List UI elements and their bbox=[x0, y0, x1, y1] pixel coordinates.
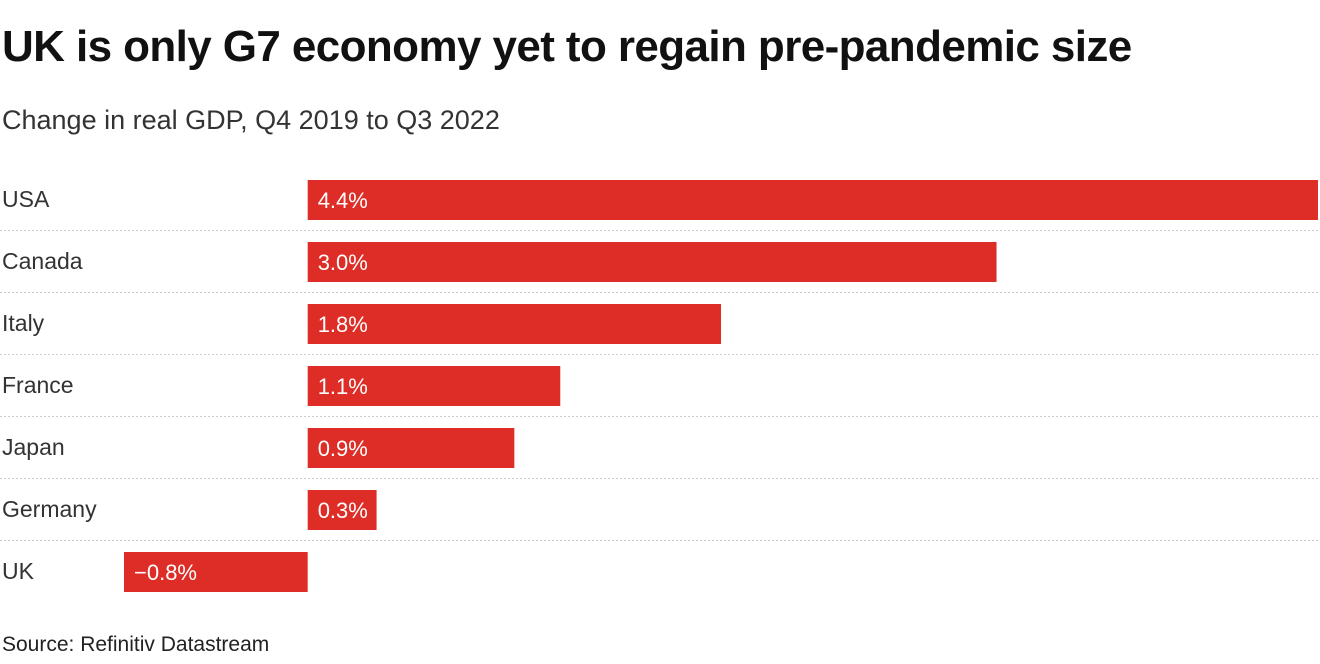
category-label-canada: Canada bbox=[2, 248, 83, 274]
category-label-uk: UK bbox=[2, 558, 35, 584]
value-label-france: 1.1% bbox=[318, 374, 368, 399]
category-label-france: France bbox=[2, 372, 74, 398]
value-label-uk: −0.8% bbox=[134, 560, 197, 585]
value-label-italy: 1.8% bbox=[318, 312, 368, 337]
bar-japan bbox=[307, 428, 515, 468]
chart-title: UK is only G7 economy yet to regain pre-… bbox=[2, 22, 1132, 71]
value-label-canada: 3.0% bbox=[318, 250, 368, 275]
chart-subtitle: Change in real GDP, Q4 2019 to Q3 2022 bbox=[2, 105, 500, 135]
category-label-italy: Italy bbox=[2, 310, 45, 336]
category-label-germany: Germany bbox=[2, 496, 97, 522]
bar-canada bbox=[307, 242, 997, 282]
bar-uk bbox=[124, 552, 308, 592]
value-label-germany: 0.3% bbox=[318, 498, 368, 523]
source-note: Source: Refinitiv Datastream bbox=[2, 633, 270, 656]
bar-france bbox=[307, 366, 561, 406]
value-label-japan: 0.9% bbox=[318, 436, 368, 461]
bar-italy bbox=[307, 304, 721, 344]
category-label-usa: USA bbox=[2, 186, 50, 212]
bar-germany bbox=[307, 490, 377, 530]
category-label-japan: Japan bbox=[2, 434, 65, 460]
bar-chart: USA 4.4% Canada 3.0% Italy 1.8% France 1.1% Japa… bbox=[0, 180, 1318, 592]
bar-usa bbox=[307, 180, 1318, 220]
value-label-usa: 4.4% bbox=[318, 188, 368, 213]
